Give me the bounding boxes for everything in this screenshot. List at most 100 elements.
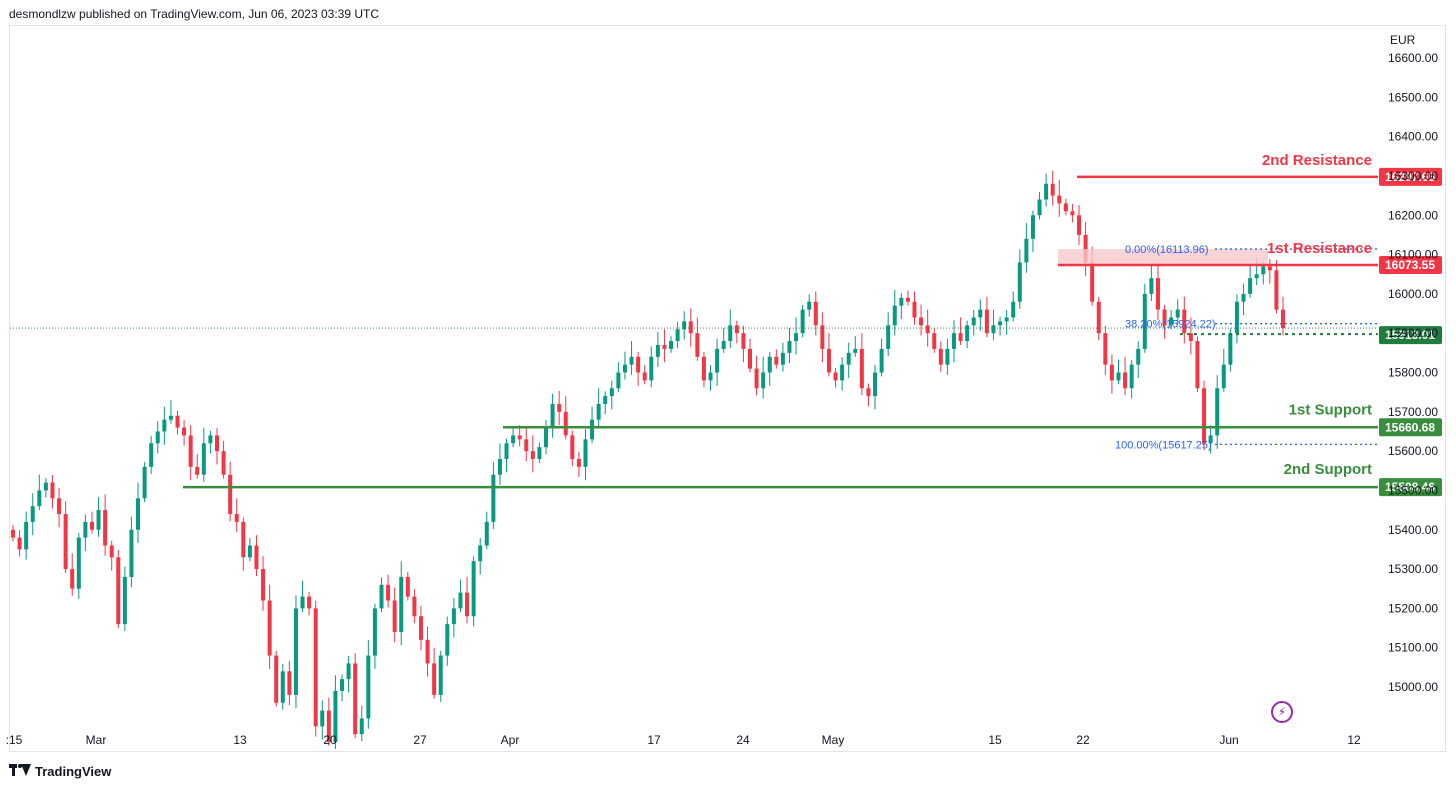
candle-body[interactable] (438, 655, 443, 695)
candle-body[interactable] (1057, 195, 1062, 204)
candle-body[interactable] (563, 411, 568, 436)
candle-body[interactable] (366, 655, 371, 719)
candle-body[interactable] (550, 403, 555, 428)
candle-body[interactable] (616, 372, 621, 389)
candle-body[interactable] (1221, 364, 1226, 389)
tradingview-logo-icon[interactable] (9, 764, 31, 778)
candle-body[interactable] (622, 364, 627, 373)
candle-body[interactable] (201, 443, 206, 475)
candle-body[interactable] (767, 356, 772, 373)
candle-body[interactable] (1175, 309, 1180, 318)
candle-body[interactable] (261, 569, 266, 601)
candle-body[interactable] (155, 431, 160, 444)
candle-body[interactable] (813, 301, 818, 326)
candle-body[interactable] (576, 458, 581, 467)
candle-body[interactable] (254, 545, 259, 570)
candle-body[interactable] (873, 372, 878, 397)
candle-body[interactable] (754, 368, 759, 389)
candle-body[interactable] (359, 718, 364, 735)
candle-body[interactable] (445, 624, 450, 656)
candle-body[interactable] (386, 584, 391, 601)
candle-body[interactable] (43, 482, 48, 491)
candle-body[interactable] (149, 443, 154, 467)
candle-body[interactable] (208, 435, 213, 444)
candle-body[interactable] (840, 364, 845, 381)
candle-body[interactable] (1129, 364, 1134, 389)
candle-body[interactable] (544, 427, 549, 448)
candle-body[interactable] (1123, 372, 1128, 389)
candle-body[interactable] (761, 372, 766, 389)
candle-body[interactable] (188, 435, 193, 467)
candle-body[interactable] (866, 388, 871, 397)
candle-body[interactable] (1162, 309, 1167, 326)
candle-body[interactable] (583, 439, 588, 467)
candle-body[interactable] (938, 348, 943, 365)
candle-body[interactable] (326, 710, 331, 743)
candle-body[interactable] (405, 576, 410, 597)
candle-body[interactable] (971, 317, 976, 326)
candle-body[interactable] (537, 447, 542, 459)
candle-body[interactable] (1188, 333, 1193, 342)
candle-body[interactable] (701, 356, 706, 381)
candle-body[interactable] (1017, 262, 1022, 302)
candle-body[interactable] (859, 348, 864, 389)
candle-body[interactable] (109, 545, 114, 558)
candle-body[interactable] (675, 329, 680, 342)
candle-body[interactable] (76, 537, 81, 589)
candle-body[interactable] (1070, 211, 1075, 216)
candle-body[interactable] (892, 305, 897, 326)
candle-body[interactable] (497, 458, 502, 475)
candle-body[interactable] (695, 333, 700, 357)
candle-body[interactable] (1234, 301, 1239, 334)
candle-body[interactable] (517, 435, 522, 440)
candle-body[interactable] (70, 569, 75, 589)
candle-body[interactable] (234, 514, 239, 522)
candle-body[interactable] (129, 529, 134, 577)
candle-body[interactable] (991, 325, 996, 334)
candle-body[interactable] (1248, 278, 1253, 294)
candle-body[interactable] (965, 325, 970, 342)
candle-body[interactable] (228, 474, 233, 515)
candle-body[interactable] (37, 490, 42, 507)
candle-body[interactable] (1215, 388, 1220, 436)
candle-body[interactable] (734, 325, 739, 334)
candle-body[interactable] (103, 510, 108, 546)
candle-body[interactable] (1281, 309, 1285, 329)
candle-body[interactable] (557, 403, 562, 412)
candle-body[interactable] (63, 514, 68, 570)
candle-body[interactable] (1037, 199, 1042, 216)
candle-body[interactable] (320, 710, 325, 727)
candle-body[interactable] (853, 348, 858, 353)
candle-body[interactable] (11, 529, 15, 538)
candle-body[interactable] (280, 671, 285, 703)
candle-body[interactable] (1254, 274, 1259, 279)
candle-body[interactable] (1155, 278, 1160, 310)
candle-body[interactable] (1050, 183, 1055, 196)
candle-body[interactable] (471, 561, 476, 617)
candle-body[interactable] (603, 396, 608, 404)
candle-body[interactable] (1169, 317, 1174, 326)
candle-body[interactable] (1142, 293, 1147, 349)
candle-body[interactable] (1083, 234, 1088, 263)
candle-body[interactable] (30, 506, 35, 522)
candle-body[interactable] (24, 521, 29, 550)
candle-body[interactable] (1024, 238, 1029, 263)
lightning-bolt-icon[interactable]: ⚡ (1271, 701, 1293, 723)
candle-body[interactable] (655, 344, 660, 357)
candle-body[interactable] (833, 372, 838, 381)
footer-brand[interactable]: TradingView (35, 763, 112, 779)
candle-body[interactable] (1182, 309, 1187, 334)
candle-body[interactable] (794, 333, 799, 342)
candle-body[interactable] (412, 596, 417, 617)
candle-body[interactable] (1208, 435, 1213, 444)
candle-body[interactable] (418, 616, 423, 640)
candle-body[interactable] (958, 333, 963, 342)
candle-body[interactable] (136, 498, 141, 530)
candle-body[interactable] (886, 325, 891, 349)
candle-body[interactable] (504, 443, 509, 459)
candle-body[interactable] (649, 356, 654, 381)
candle-body[interactable] (89, 521, 94, 530)
candle-body[interactable] (287, 671, 292, 695)
candle-body[interactable] (241, 521, 246, 558)
candle-body[interactable] (807, 301, 812, 310)
